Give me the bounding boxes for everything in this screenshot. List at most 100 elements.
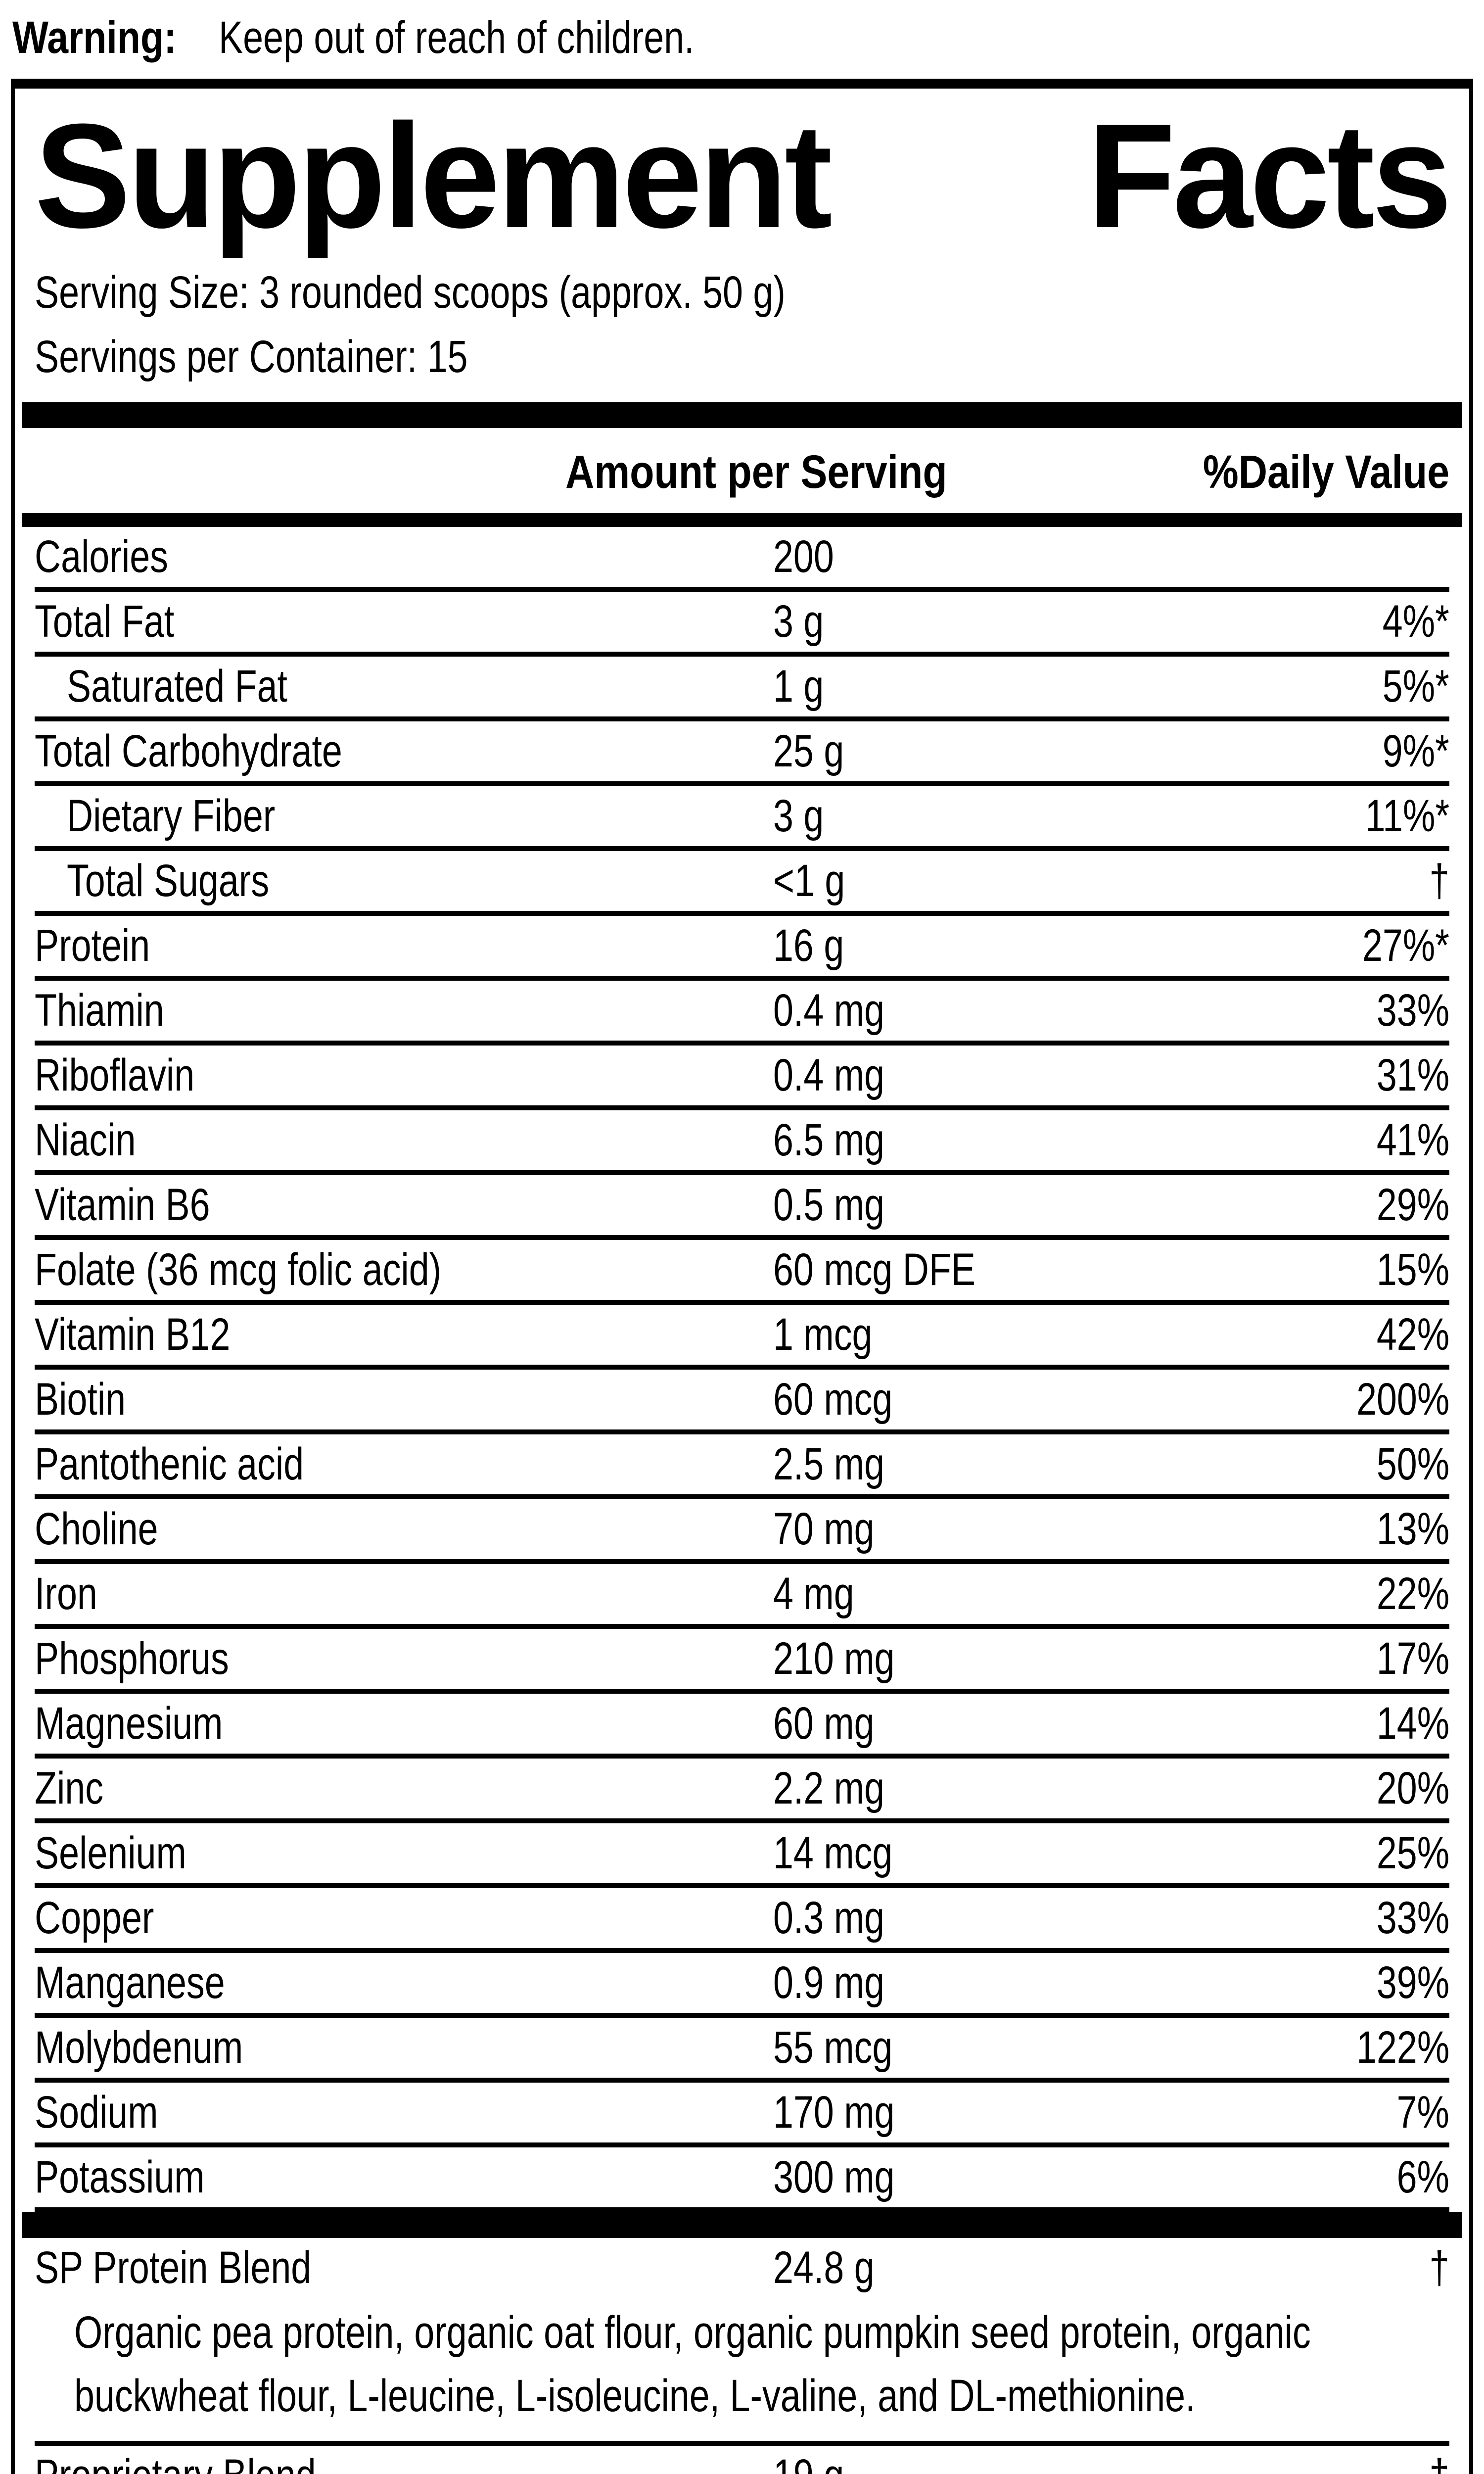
nutrient-amount: 16 g — [773, 920, 844, 971]
nutrient-amount: 60 mcg DFE — [773, 1244, 975, 1295]
nutrient-daily-value: 4%* — [1382, 596, 1449, 647]
nutrient-row: Calories 200 — [35, 527, 1449, 592]
nutrient-amount: 2.2 mg — [773, 1762, 884, 1813]
nutrient-label: Calories — [35, 531, 168, 582]
daily-value-column-header: %Daily Value — [1203, 445, 1449, 498]
nutrient-daily-value: 5%* — [1382, 661, 1449, 712]
nutrient-label: Selenium — [35, 1827, 186, 1878]
nutrient-row: Potassium 300 mg 6% — [35, 2147, 1449, 2212]
blend-amount: 24.8 g — [773, 2242, 875, 2293]
nutrient-row: Iron 4 mg 22% — [35, 1564, 1449, 1629]
nutrient-row: Phosphorus 210 mg 17% — [35, 1629, 1449, 1694]
nutrient-row: Dietary Fiber 3 g 11%* — [35, 786, 1449, 851]
nutrient-label: Thiamin — [35, 985, 164, 1036]
nutrient-label: Biotin — [35, 1374, 126, 1425]
nutrient-label: Vitamin B12 — [35, 1309, 231, 1360]
servings-per-container: Servings per Container: 15 — [35, 331, 468, 382]
nutrient-label: Riboflavin — [35, 1049, 195, 1100]
nutrient-table: Calories 200 Total Fat 3 g 4%* Saturated… — [35, 527, 1449, 2212]
nutrient-daily-value: 17% — [1376, 1633, 1449, 1684]
nutrient-label: Total Fat — [35, 596, 175, 647]
nutrient-amount: 14 mcg — [773, 1827, 893, 1878]
nutrient-label: Dietary Fiber — [67, 790, 276, 841]
nutrient-amount: 3 g — [773, 596, 824, 647]
nutrient-amount: 0.4 mg — [773, 1049, 884, 1100]
nutrient-row: Magnesium 60 mg 14% — [35, 1694, 1449, 1759]
nutrient-row: Total Fat 3 g 4%* — [35, 592, 1449, 657]
nutrient-amount: 4 mg — [773, 1568, 854, 1619]
nutrient-row: Manganese 0.9 mg 39% — [35, 1953, 1449, 2018]
nutrient-row: Thiamin 0.4 mg 33% — [35, 981, 1449, 1046]
nutrient-label: Pantothenic acid — [35, 1438, 304, 1489]
nutrient-row: Selenium 14 mcg 25% — [35, 1823, 1449, 1888]
nutrient-daily-value: 11%* — [1365, 790, 1449, 841]
nutrient-label: Total Carbohydrate — [35, 725, 342, 776]
nutrient-row: Total Sugars <1 g † — [35, 851, 1449, 916]
nutrient-daily-value: 15% — [1376, 1244, 1449, 1295]
blend-section: SP Protein Blend 24.8 g † Organic pea pr… — [35, 2238, 1449, 2441]
panel-title: Supplement Facts — [35, 92, 1452, 259]
supplement-facts-panel: Supplement Facts Serving Size: 3 rounded… — [11, 78, 1473, 2474]
nutrient-label: Saturated Fat — [67, 661, 287, 712]
nutrient-daily-value: 7% — [1396, 2087, 1449, 2138]
nutrient-label: Folate (36 mcg folic acid) — [35, 1244, 442, 1295]
blend-section: Proprietary Blend 19 g † Amylopectin (fr… — [35, 2441, 1449, 2474]
nutrient-daily-value: 41% — [1376, 1114, 1449, 1165]
nutrient-amount: 70 mg — [773, 1503, 875, 1554]
blend-label: Proprietary Blend — [35, 2453, 316, 2474]
nutrient-row: Total Carbohydrate 25 g 9%* — [35, 721, 1449, 786]
nutrient-label: Copper — [35, 1892, 154, 1943]
nutrient-amount: 170 mg — [773, 2087, 895, 2138]
panel-title-word-1: Supplement — [35, 92, 833, 259]
column-headers: Amount per Serving %Daily Value — [35, 428, 1450, 513]
nutrient-amount: 0.5 mg — [773, 1179, 884, 1230]
nutrient-daily-value: 13% — [1376, 1503, 1449, 1554]
nutrient-label: Phosphorus — [35, 1633, 229, 1684]
nutrient-amount: 210 mg — [773, 1633, 895, 1684]
nutrient-daily-value: 6% — [1396, 2151, 1449, 2202]
blend-description-line: Organic pea protein, organic oat flour, … — [74, 2307, 1311, 2358]
nutrient-label: Potassium — [35, 2151, 205, 2202]
nutrient-label: Protein — [35, 920, 150, 971]
nutrient-daily-value: 20% — [1376, 1762, 1449, 1813]
nutrient-row: Saturated Fat 1 g 5%* — [35, 657, 1449, 721]
nutrient-label: Total Sugars — [67, 855, 270, 906]
nutrient-row: Protein 16 g 27%* — [35, 916, 1449, 981]
serving-size: Serving Size: 3 rounded scoops (approx. … — [35, 267, 786, 318]
nutrient-amount: 25 g — [773, 725, 844, 776]
nutrient-daily-value: 22% — [1376, 1568, 1449, 1619]
nutrient-daily-value: 31% — [1376, 1049, 1449, 1100]
amount-column-header: Amount per Serving — [565, 445, 947, 498]
nutrient-row: Choline 70 mg 13% — [35, 1499, 1449, 1564]
nutrient-row: Molybdenum 55 mcg 122% — [35, 2018, 1449, 2083]
nutrient-amount: 0.9 mg — [773, 1957, 884, 2008]
nutrient-amount: 0.3 mg — [773, 1892, 884, 1943]
nutrient-row: Pantothenic acid 2.5 mg 50% — [35, 1434, 1449, 1499]
nutrient-daily-value: 122% — [1356, 2022, 1449, 2073]
nutrient-daily-value: 200% — [1356, 1374, 1449, 1425]
nutrient-amount: 300 mg — [773, 2151, 895, 2202]
nutrient-daily-value: 29% — [1376, 1179, 1449, 1230]
nutrient-label: Molybdenum — [35, 2022, 243, 2073]
divider-bar-thick — [22, 2212, 1462, 2238]
nutrient-row: Riboflavin 0.4 mg 31% — [35, 1046, 1449, 1110]
nutrient-amount: 60 mg — [773, 1698, 875, 1749]
nutrient-daily-value: 25% — [1376, 1827, 1449, 1878]
nutrient-row: Niacin 6.5 mg 41% — [35, 1110, 1449, 1175]
nutrient-label: Zinc — [35, 1762, 104, 1813]
nutrient-row: Zinc 2.2 mg 20% — [35, 1759, 1449, 1823]
blend-sections: SP Protein Blend 24.8 g † Organic pea pr… — [35, 2238, 1449, 2474]
nutrient-amount: 0.4 mg — [773, 985, 884, 1036]
nutrient-daily-value: 14% — [1376, 1698, 1449, 1749]
blend-row: Proprietary Blend 19 g † — [35, 2446, 1449, 2474]
nutrient-daily-value: 42% — [1376, 1309, 1449, 1360]
nutrient-daily-value: † — [1429, 855, 1449, 906]
nutrient-row: Vitamin B12 1 mcg 42% — [35, 1305, 1449, 1370]
nutrient-amount: 200 — [773, 531, 834, 582]
nutrient-row: Copper 0.3 mg 33% — [35, 1888, 1449, 1953]
nutrient-row: Folate (36 mcg folic acid) 60 mcg DFE 15… — [35, 1240, 1449, 1305]
nutrient-row: Sodium 170 mg 7% — [35, 2083, 1449, 2147]
blend-label: SP Protein Blend — [35, 2242, 312, 2293]
nutrient-label: Manganese — [35, 1957, 225, 2008]
nutrient-amount: 2.5 mg — [773, 1438, 884, 1489]
